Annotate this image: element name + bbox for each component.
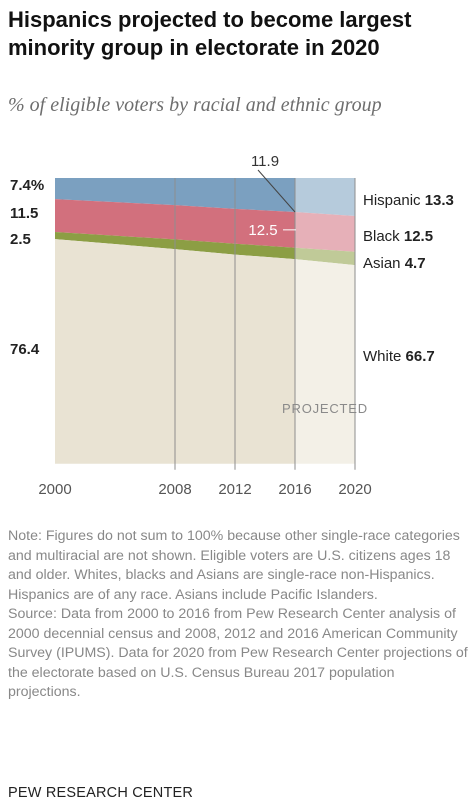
x-tick-label: 2008 (158, 481, 191, 498)
black-series-name: Black (363, 228, 404, 245)
chart-notes: Note: Figures do not sum to 100% because… (8, 527, 470, 703)
projected-label: PROJECTED (282, 401, 368, 416)
asian-area-projected (295, 247, 355, 266)
asian-series-label: Asian 4.7 (363, 255, 426, 272)
black-area-projected (295, 212, 355, 252)
white-series-label: White 66.7 (363, 348, 435, 365)
hispanic-series-value: 13.3 (425, 192, 454, 209)
black-series-value: 12.5 (404, 228, 433, 245)
asian-start-label: 2.5 (10, 231, 31, 248)
x-tick-label: 2000 (38, 481, 71, 498)
asian-series-value: 4.7 (405, 255, 426, 272)
x-tick-label: 2016 (278, 481, 311, 498)
hispanic-callout-line (257, 169, 296, 213)
white-series-value: 66.7 (406, 348, 435, 365)
hispanic-2016-callout: 11.9 (251, 153, 279, 170)
hispanic-series-name: Hispanic (363, 192, 425, 209)
publisher-name: PEW RESEARCH CENTER (8, 785, 194, 801)
hispanic-start-label: 7.4% (10, 177, 44, 194)
black-series-label: Black 12.5 (363, 228, 433, 245)
x-tick-label: 2020 (338, 481, 371, 498)
note-text: Note: Figures do not sum to 100% because… (8, 528, 460, 603)
chart-subtitle: % of eligible voters by racial and ethni… (8, 94, 382, 116)
chart-title: Hispanics projected to become largest mi… (8, 7, 412, 60)
white-area-projected (295, 259, 355, 464)
chart-areas (55, 178, 355, 464)
hispanic-series-label: Hispanic 13.3 (363, 192, 454, 209)
white-series-name: White (363, 348, 406, 365)
asian-series-name: Asian (363, 255, 405, 272)
source-text: Source: Data from 2000 to 2016 from Pew … (8, 606, 468, 700)
stacked-area-chart: 2000 2008 2012 2016 2020 7.4% 11.5 2.5 76.4 Hispa… (10, 153, 454, 498)
white-start-label: 76.4 (10, 341, 40, 358)
chart-gridlines (174, 178, 356, 470)
black-2016-callout: 12.5 (248, 222, 277, 239)
chart-labels: 2000 2008 2012 2016 2020 7.4% 11.5 2.5 76.4 Hispa… (10, 153, 454, 498)
hispanic-area-projected (295, 178, 355, 216)
black-start-label: 11.5 (10, 205, 38, 222)
x-tick-label: 2012 (218, 481, 251, 498)
